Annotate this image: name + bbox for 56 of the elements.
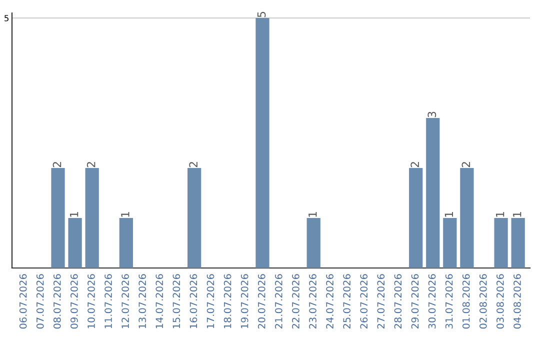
data-label: 3 <box>428 112 436 118</box>
x-tick-label: 10.07.2026 <box>88 274 95 328</box>
data-label: 5 <box>257 12 266 18</box>
x-tick-label: 21.07.2026 <box>274 274 282 329</box>
x-tick-label: 30.07.2026 <box>428 274 436 328</box>
data-label: 1 <box>513 212 522 217</box>
x-tick-label: 22.07.2026 <box>292 274 300 329</box>
x-tick-label: 26.07.2026 <box>360 274 368 329</box>
x-tick-label: 06.07.2026 <box>19 274 27 329</box>
x-tick-label: 15.07.2026 <box>172 274 180 328</box>
data-label: 1 <box>70 212 78 217</box>
bar <box>51 168 65 268</box>
bar <box>306 218 320 268</box>
x-tick-label: 29.07.2026 <box>411 274 419 329</box>
x-tick-label: 13.07.2026 <box>138 274 146 328</box>
bar <box>119 218 133 268</box>
bar <box>494 218 508 268</box>
x-tick-label: 28.07.2026 <box>394 274 402 329</box>
x-tick-label: 18.07.2026 <box>224 274 232 328</box>
data-label: 1 <box>496 212 504 217</box>
x-tick-label: 31.07.2026 <box>445 274 453 328</box>
bar <box>511 218 525 268</box>
x-tick-label: 07.07.2026 <box>36 274 44 329</box>
bar <box>256 18 270 268</box>
x-tick-label: 20.07.2026 <box>258 274 266 329</box>
x-tick-label: 11.07.2026 <box>104 274 112 328</box>
x-tick-label: 12.07.2026 <box>122 274 129 328</box>
data-label: 2 <box>86 162 96 168</box>
data-label: 1 <box>444 212 453 217</box>
x-tick-label: 14.07.2026 <box>156 274 164 328</box>
data-label: 2 <box>52 162 62 168</box>
bar <box>85 168 99 268</box>
data-label: 2 <box>410 162 419 168</box>
x-tick-label: 01.08.2026 <box>462 274 470 329</box>
x-tick-label: 09.07.2026 <box>70 274 78 329</box>
x-tick-label: 24.07.2026 <box>326 274 334 329</box>
bar <box>188 168 202 268</box>
data-label: 1 <box>308 212 317 217</box>
bar <box>68 218 82 268</box>
data-label: 1 <box>121 212 130 217</box>
data-label: 2 <box>189 162 198 168</box>
x-tick-label: 04.08.2026 <box>514 274 521 329</box>
x-tick-label: 27.07.2026 <box>377 274 385 329</box>
bar <box>426 118 440 268</box>
x-tick-label: 17.07.2026 <box>206 274 214 328</box>
bar <box>409 168 423 268</box>
x-tick-label: 03.08.2026 <box>496 274 504 329</box>
x-tick-label: 19.07.2026 <box>240 274 248 328</box>
data-label: 2 <box>462 162 470 168</box>
x-tick-label: 02.08.2026 <box>479 274 487 329</box>
bar <box>460 168 474 268</box>
x-tick-label: 23.07.2026 <box>309 274 316 329</box>
x-tick-label: 16.07.2026 <box>190 274 198 328</box>
x-tick-label: 25.07.2026 <box>343 274 350 329</box>
bar <box>443 218 457 268</box>
x-tick-label: 08.07.2026 <box>53 274 61 329</box>
